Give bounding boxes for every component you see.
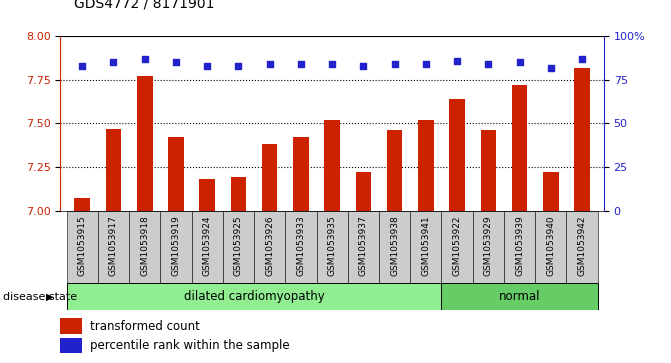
Bar xyxy=(168,137,184,211)
Bar xyxy=(254,211,285,283)
Point xyxy=(514,60,525,65)
Point xyxy=(576,56,587,62)
Point xyxy=(327,61,338,67)
Bar xyxy=(348,211,379,283)
Bar xyxy=(129,211,160,283)
Text: normal: normal xyxy=(499,290,540,303)
Point xyxy=(233,63,244,69)
Text: GSM1053926: GSM1053926 xyxy=(265,215,274,276)
Text: GSM1053924: GSM1053924 xyxy=(203,215,211,276)
Bar xyxy=(472,211,504,283)
Bar xyxy=(285,211,317,283)
Point xyxy=(108,60,119,65)
Text: GDS4772 / 8171901: GDS4772 / 8171901 xyxy=(74,0,214,11)
Text: transformed count: transformed count xyxy=(91,320,200,333)
Bar xyxy=(231,178,246,211)
Point xyxy=(421,61,431,67)
Bar xyxy=(324,120,340,211)
Point xyxy=(389,61,400,67)
Text: GSM1053940: GSM1053940 xyxy=(546,215,556,276)
Point xyxy=(358,63,369,69)
Bar xyxy=(60,318,82,334)
Text: GSM1053915: GSM1053915 xyxy=(78,215,87,276)
Bar xyxy=(137,76,152,211)
Bar xyxy=(160,211,192,283)
Text: GSM1053941: GSM1053941 xyxy=(421,215,430,276)
Bar xyxy=(74,198,90,211)
Point xyxy=(452,58,462,64)
Point xyxy=(140,56,150,62)
Text: GSM1053922: GSM1053922 xyxy=(453,215,462,276)
Bar xyxy=(356,172,371,211)
Bar xyxy=(379,211,410,283)
Point xyxy=(77,63,88,69)
Bar xyxy=(66,211,98,283)
Bar xyxy=(66,283,442,310)
Bar xyxy=(98,211,129,283)
Bar xyxy=(106,129,121,211)
Text: GSM1053917: GSM1053917 xyxy=(109,215,118,276)
Bar xyxy=(410,211,442,283)
Bar xyxy=(60,338,82,353)
Bar xyxy=(223,211,254,283)
Text: GSM1053938: GSM1053938 xyxy=(390,215,399,276)
Bar xyxy=(293,137,309,211)
Bar xyxy=(199,179,215,211)
Text: GSM1053925: GSM1053925 xyxy=(234,215,243,276)
Bar xyxy=(317,211,348,283)
Bar xyxy=(450,99,465,211)
Bar xyxy=(442,283,598,310)
Point xyxy=(264,61,275,67)
Point xyxy=(483,61,494,67)
Text: GSM1053935: GSM1053935 xyxy=(327,215,337,276)
Text: disease state: disease state xyxy=(3,292,77,302)
Point xyxy=(295,61,306,67)
Text: GSM1053933: GSM1053933 xyxy=(297,215,305,276)
Bar xyxy=(512,85,527,211)
Bar xyxy=(192,211,223,283)
Text: GSM1053939: GSM1053939 xyxy=(515,215,524,276)
Point xyxy=(202,63,213,69)
Text: GSM1053937: GSM1053937 xyxy=(359,215,368,276)
Bar xyxy=(418,120,433,211)
Point xyxy=(170,60,181,65)
Bar xyxy=(442,211,472,283)
Text: percentile rank within the sample: percentile rank within the sample xyxy=(91,339,290,352)
Bar xyxy=(566,211,598,283)
Bar xyxy=(386,130,403,211)
Text: GSM1053918: GSM1053918 xyxy=(140,215,149,276)
Bar xyxy=(262,144,278,211)
Text: GSM1053942: GSM1053942 xyxy=(578,215,586,276)
Bar xyxy=(504,211,535,283)
Bar xyxy=(535,211,566,283)
Bar xyxy=(543,172,559,211)
Point xyxy=(546,65,556,70)
Text: ▶: ▶ xyxy=(46,292,54,302)
Bar xyxy=(480,130,496,211)
Text: GSM1053929: GSM1053929 xyxy=(484,215,493,276)
Text: GSM1053919: GSM1053919 xyxy=(172,215,180,276)
Bar xyxy=(574,68,590,211)
Text: dilated cardiomyopathy: dilated cardiomyopathy xyxy=(184,290,325,303)
